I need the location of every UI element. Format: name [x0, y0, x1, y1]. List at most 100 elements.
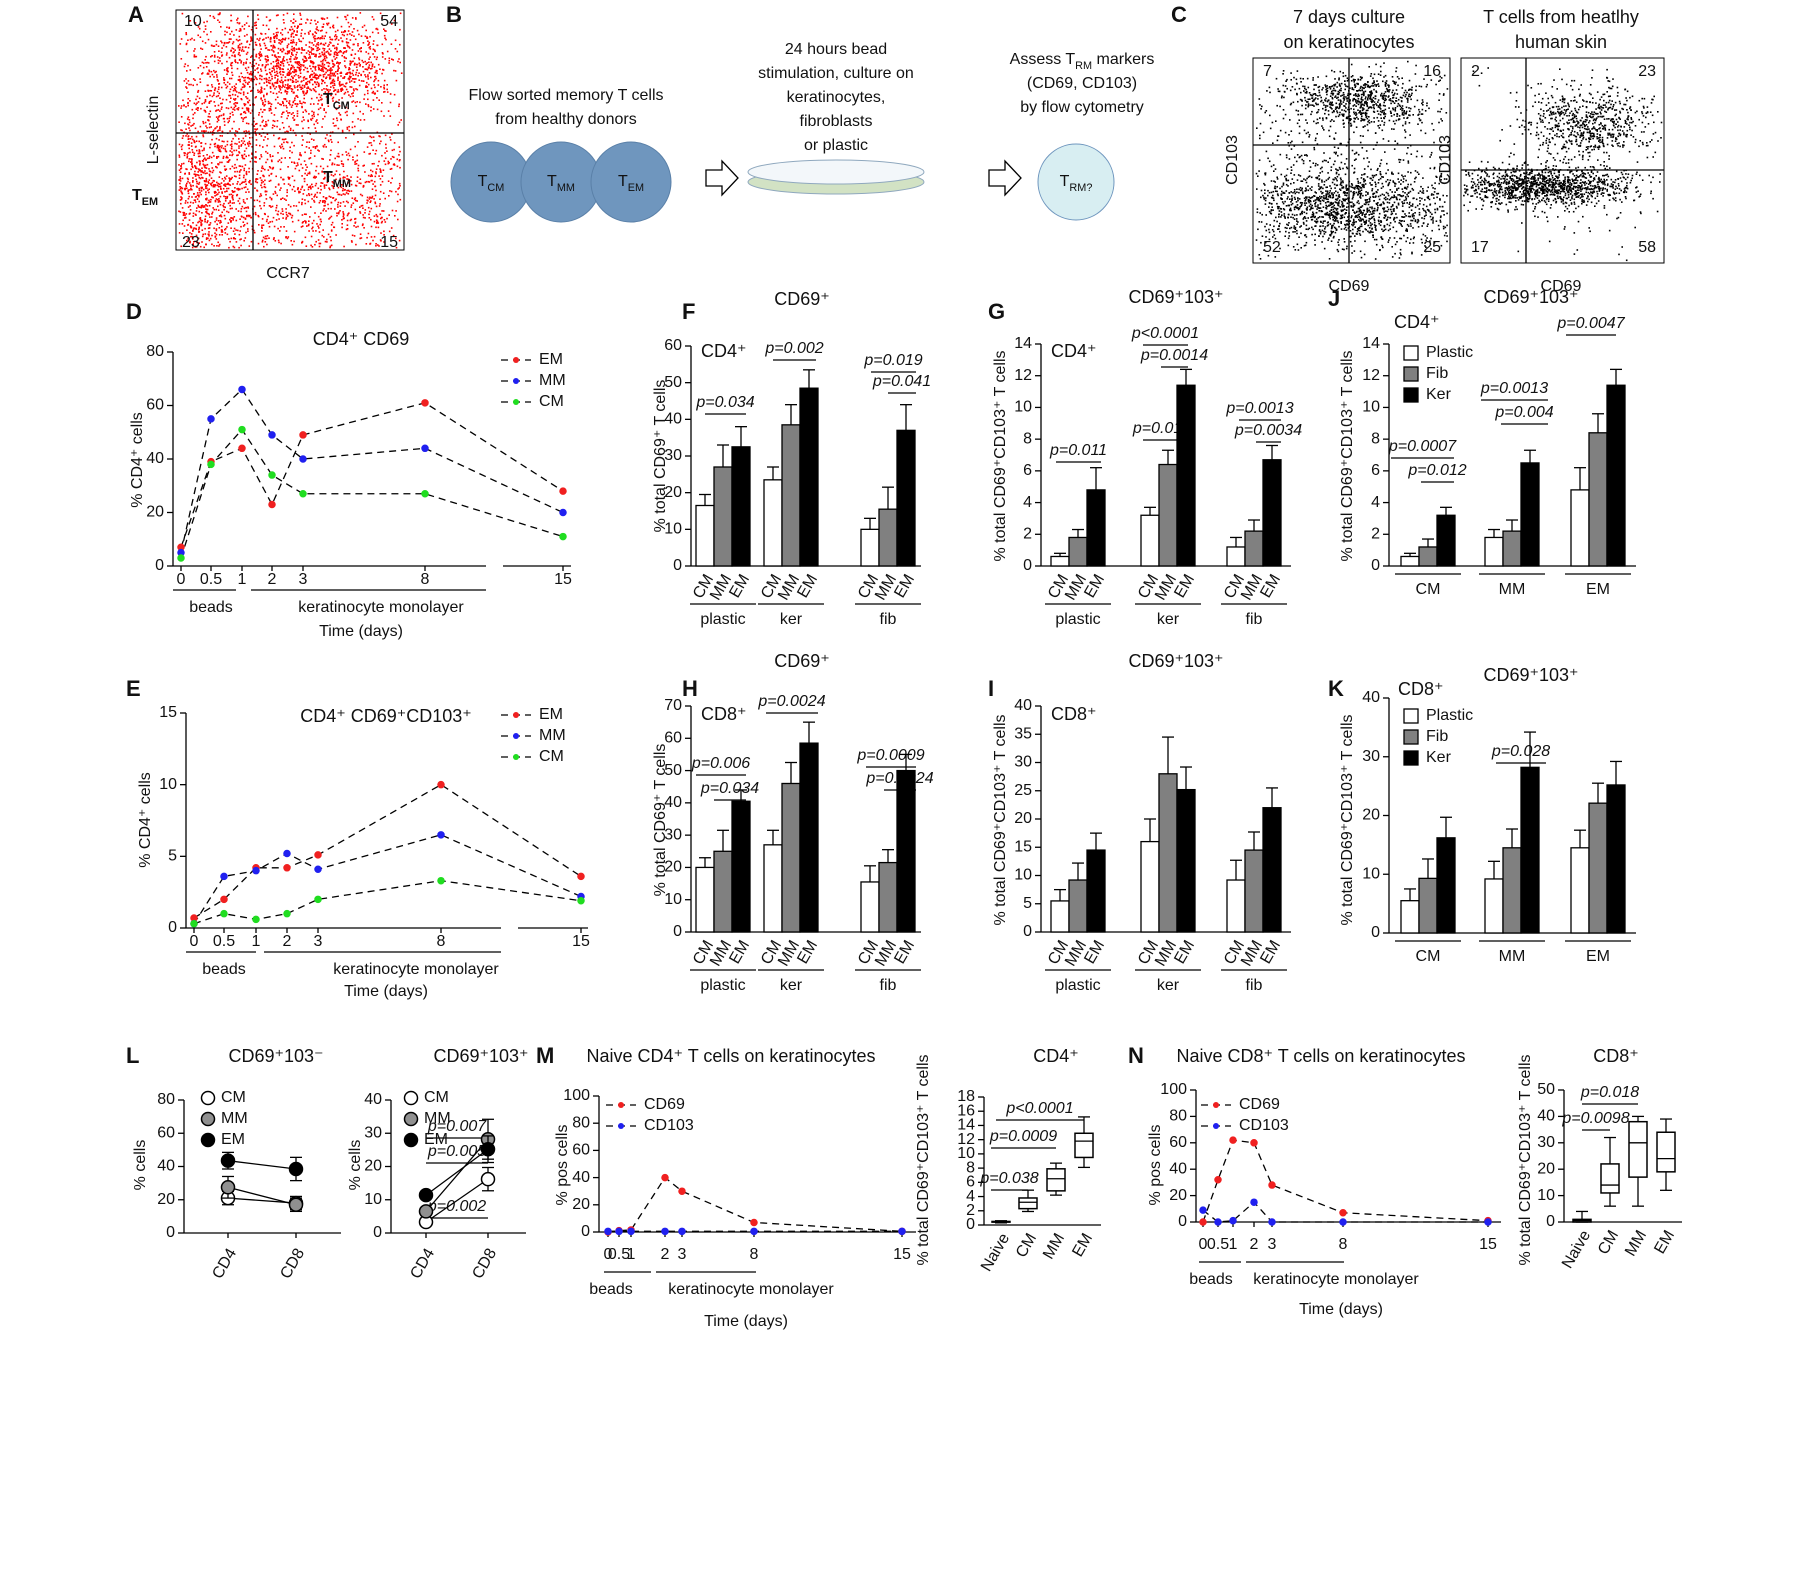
event-dot: [393, 148, 395, 151]
event-dot: [199, 78, 201, 80]
event-dot: [291, 81, 294, 83]
event-dot: [311, 227, 313, 230]
event-dot: [299, 72, 302, 74]
event-dot: [1339, 85, 1342, 87]
event-dot: [320, 182, 322, 184]
event-dot: [368, 153, 370, 155]
event-dot: [1301, 100, 1303, 102]
event-dot: [1300, 99, 1303, 101]
event-dot: [1307, 98, 1309, 101]
event-dot: [375, 27, 378, 30]
event-dot: [243, 84, 246, 87]
event-dot: [1350, 235, 1352, 238]
event-dot: [1360, 96, 1363, 98]
event-dot: [1310, 216, 1312, 219]
event-dot: [268, 174, 270, 177]
event-dot: [179, 188, 182, 190]
event-dot: [1285, 80, 1287, 82]
event-dot: [1376, 80, 1378, 82]
event-dot: [255, 55, 258, 58]
event-dot: [1350, 118, 1352, 120]
event-dot: [230, 217, 232, 219]
event-dot: [262, 236, 265, 239]
event-dot: [237, 53, 240, 56]
event-dot: [227, 107, 230, 110]
event-dot: [279, 39, 282, 42]
event-dot: [327, 139, 330, 142]
event-dot: [208, 168, 210, 170]
event-dot: [389, 139, 392, 141]
event-dot: [1396, 188, 1398, 190]
event-dot: [1340, 217, 1343, 220]
event-dot: [1403, 111, 1405, 113]
event-dot: [254, 69, 256, 71]
event-dot: [254, 180, 257, 183]
event-dot: [373, 84, 375, 86]
event-dot: [193, 39, 196, 41]
event-dot: [255, 53, 258, 56]
event-dot: [240, 42, 243, 45]
event-dot: [234, 187, 236, 189]
event-dot: [1358, 213, 1360, 216]
event-dot: [1349, 99, 1351, 101]
event-dot: [321, 104, 323, 107]
event-dot: [315, 90, 317, 93]
event-dot: [207, 201, 209, 204]
event-dot: [381, 52, 384, 54]
event-dot: [290, 75, 293, 78]
event-dot: [186, 187, 188, 190]
event-dot: [359, 119, 362, 121]
event-dot: [1301, 210, 1304, 213]
event-dot: [258, 112, 261, 114]
event-dot: [309, 41, 311, 44]
event-dot: [383, 230, 385, 233]
event-dot: [258, 52, 260, 55]
event-dot: [260, 155, 263, 158]
event-dot: [205, 204, 207, 206]
event-dot: [310, 78, 313, 81]
event-dot: [195, 228, 197, 230]
event-dot: [269, 40, 272, 43]
event-dot: [229, 94, 232, 97]
event-dot: [192, 238, 194, 240]
event-dot: [342, 176, 345, 178]
event-dot: [332, 118, 335, 120]
event-dot: [1385, 87, 1388, 90]
event-dot: [238, 246, 240, 249]
event-dot: [1338, 196, 1341, 198]
event-dot: [1435, 83, 1437, 86]
event-dot: [355, 226, 357, 228]
event-dot: [1406, 91, 1408, 94]
event-dot: [1391, 256, 1394, 258]
event-dot: [290, 113, 293, 115]
event-dot: [242, 93, 245, 96]
event-dot: [278, 241, 280, 244]
event-dot: [234, 98, 237, 100]
event-dot: [341, 40, 344, 43]
event-dot: [209, 94, 211, 97]
event-dot: [377, 84, 380, 86]
event-dot: [1397, 172, 1400, 175]
event-dot: [295, 53, 297, 56]
event-dot: [196, 161, 198, 164]
event-dot: [210, 198, 212, 201]
panel-letter: I: [988, 676, 994, 701]
event-dot: [226, 69, 229, 71]
event-dot: [306, 166, 308, 168]
event-dot: [327, 207, 330, 210]
event-dot: [239, 165, 242, 167]
event-dot: [272, 238, 275, 241]
event-dot: [325, 210, 327, 212]
event-dot: [346, 114, 348, 117]
event-dot: [298, 61, 300, 63]
event-dot: [1422, 190, 1425, 192]
event-dot: [335, 100, 337, 103]
event-dot: [1322, 117, 1324, 119]
event-dot: [332, 66, 334, 68]
event-dot: [283, 138, 285, 141]
event-dot: [265, 190, 268, 193]
event-dot: [326, 50, 329, 53]
event-dot: [317, 108, 320, 111]
event-dot: [266, 218, 268, 221]
event-dot: [260, 97, 262, 99]
